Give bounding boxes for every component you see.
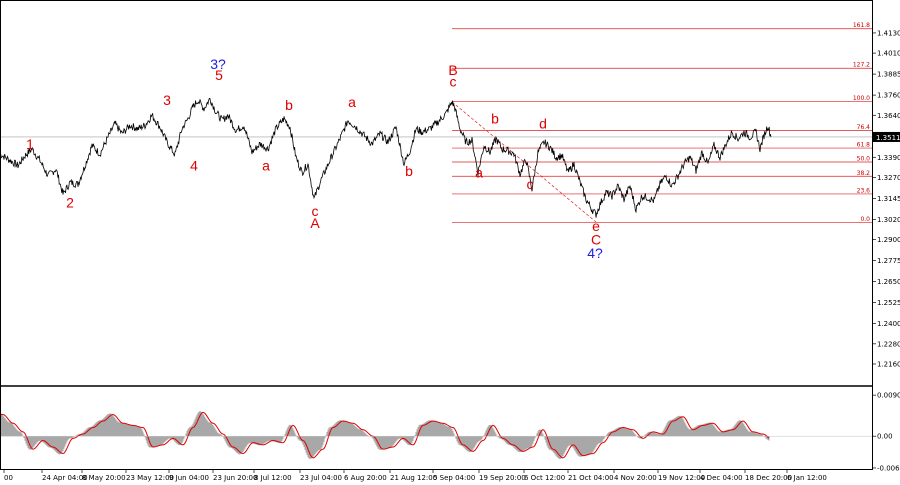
time-tick-label: 18 Dec 20:00	[745, 474, 792, 482]
wave-label: b	[285, 97, 293, 113]
osc-signal-line	[0, 411, 770, 459]
wave-label: 2	[66, 195, 74, 211]
wave-label: 3?	[210, 56, 226, 72]
price-tick-label: 1.2775	[877, 257, 900, 265]
time-tick-label: 9 Jun 04:00	[169, 474, 209, 482]
fib-label: 23.6	[857, 187, 871, 194]
wave-label: 1	[26, 136, 34, 152]
fib-label: 50.0	[857, 155, 871, 162]
price-tick-label: 1.2280	[877, 340, 900, 348]
time-tick-label: 6 Jan 12:00	[787, 474, 827, 482]
wave-label: a	[348, 94, 356, 110]
price-tick-label: 1.2525	[877, 299, 900, 307]
time-tick-label: 5 Sep 04:00	[433, 474, 475, 482]
time-tick-label: 24 Apr 04:00	[42, 474, 88, 482]
time-tick-label: 8 Jul 12:00	[254, 474, 292, 482]
wave-label: b	[405, 163, 413, 179]
wave-label: c	[312, 203, 319, 219]
price-tick-label: 1.2650	[877, 278, 900, 286]
time-tick-label: 00	[4, 474, 13, 482]
time-tick-label: 4 Nov 20:00	[614, 474, 657, 482]
time-tick-label: 21 Aug 12:00	[390, 474, 437, 482]
wave-label: 4	[190, 158, 198, 174]
wave-label: c	[450, 74, 457, 90]
price-tick-label: 1.3270	[877, 174, 900, 182]
wave-label: a	[262, 158, 270, 174]
wave-label: 5	[215, 67, 223, 83]
time-tick-label: 6 Oct 12:00	[524, 474, 565, 482]
time-tick-label: 23 May 12:00	[126, 474, 174, 482]
price-tick-label: 1.2400	[877, 320, 900, 328]
oscillator-panel	[0, 411, 872, 459]
plot-frame	[0, 0, 873, 470]
wave-label: 3	[163, 92, 171, 108]
price-tick-label: 1.3020	[877, 216, 900, 224]
wave-label: B	[448, 62, 457, 78]
time-tick-label: 4 Dec 04:00	[700, 474, 743, 482]
fib-label: 38.2	[857, 170, 871, 177]
time-tick-label: 23 Jul 04:00	[300, 474, 342, 482]
fib-label: 0.0	[860, 216, 870, 223]
time-tick-label: 19 Sep 20:00	[479, 474, 526, 482]
wave-label: d	[539, 116, 547, 132]
wave-label: a	[475, 164, 483, 180]
time-tick-label: 19 Nov 12:00	[658, 474, 705, 482]
fib-label: 61.8	[857, 142, 871, 149]
osc-tick-label: -0.00697	[877, 464, 900, 472]
fib-label: 127.2	[853, 62, 870, 69]
fib-label: 100.0	[853, 95, 870, 102]
price-tick-label: 1.3760	[877, 92, 900, 100]
fib-label: 161.8	[853, 22, 870, 29]
price-tick-label: 1.3640	[877, 112, 900, 120]
time-tick-label: 6 Aug 20:00	[344, 474, 387, 482]
wave-label: A	[310, 215, 320, 231]
price-tick-label: 1.2160	[877, 360, 900, 368]
price-tick-label: 1.4130	[877, 29, 900, 37]
price-panel: 161.8 127.2 100.0 76.4 61.8 50.0 38.2 23.6 0.0 1 2…	[0, 22, 872, 261]
fib-label: 76.4	[857, 124, 871, 131]
time-tick-label: 23 Jun 20:00	[213, 474, 257, 482]
wave-label: 4?	[587, 245, 603, 261]
wave-label: C	[591, 232, 601, 248]
price-tick-label: 1.3145	[877, 195, 900, 203]
time-tick-label: 8 May 20:00	[82, 474, 126, 482]
wave-label: c	[527, 176, 534, 192]
price-tick-label: 1.2900	[877, 236, 900, 244]
wave-label: e	[592, 218, 600, 234]
current-price-box	[872, 131, 900, 142]
price-tick-label: 1.3390	[877, 154, 900, 162]
price-tick-label: 1.4010	[877, 50, 900, 58]
trend-line	[451, 101, 597, 223]
wave-label: b	[491, 111, 499, 127]
price-tick-label: 1.3885	[877, 71, 900, 79]
current-price-label: 1.3511	[876, 134, 900, 142]
price-line	[0, 97, 772, 218]
osc-tick-label: 0.00901	[877, 392, 900, 400]
osc-tick-label: 0.00	[877, 433, 893, 441]
time-tick-label: 21 Oct 04:00	[568, 474, 614, 482]
